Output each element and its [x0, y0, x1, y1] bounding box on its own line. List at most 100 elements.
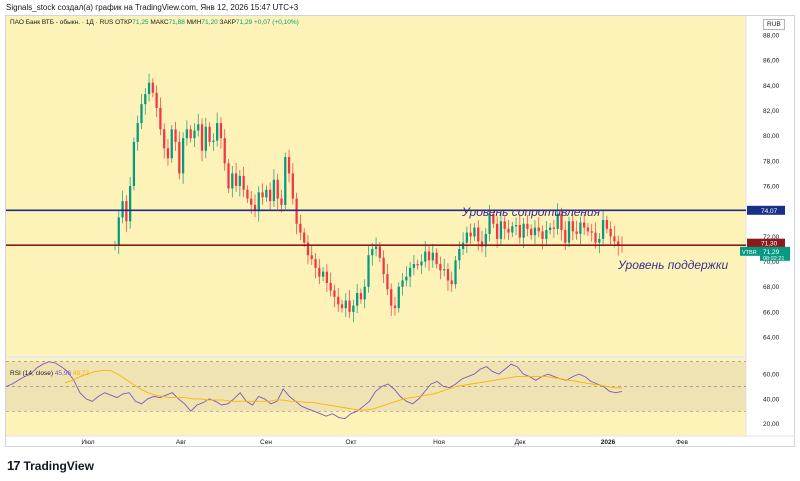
price-tick-label: 72,00: [763, 234, 780, 241]
resistance-price-tag: 74,07: [761, 208, 778, 215]
candle-body: [598, 238, 601, 243]
candle-body: [613, 236, 616, 242]
candle-body: [340, 304, 344, 309]
countdown-tag: 08:02:21: [763, 256, 784, 262]
high-value: 71,88: [168, 19, 185, 26]
candle-body: [393, 305, 397, 309]
main-pane-bg: [6, 16, 746, 356]
candle-body: [541, 231, 544, 239]
price-axis: 64,0066,0068,0070,0072,0074,0076,0078,00…: [763, 32, 780, 341]
support-price-tag: 71,30: [761, 241, 778, 248]
candle-body: [356, 293, 359, 306]
price-tick-label: 66,00: [763, 309, 780, 316]
candle-body: [253, 204, 257, 212]
resistance-annotation: Уровень сопротивления: [462, 205, 601, 219]
candle-body: [594, 232, 597, 243]
candle-body: [530, 228, 533, 236]
candle-body: [170, 129, 173, 159]
last-price-tag-bg: [760, 246, 790, 261]
last-price-tag: 71,29: [763, 249, 780, 256]
open-label: ОТКР: [115, 19, 133, 26]
candle-body: [499, 221, 503, 239]
price-tick-label: 88,00: [763, 32, 780, 39]
candle-body: [303, 232, 306, 243]
tradingview-brand[interactable]: 17 TradingView: [7, 458, 94, 473]
close-value: 71,29: [235, 19, 253, 26]
time-tick-label: 2026: [601, 439, 616, 446]
candle-body: [144, 94, 147, 105]
candle-body: [408, 267, 412, 277]
candle-body: [480, 241, 484, 247]
rsi-legend[interactable]: RSI (14, close) 45,96 48,73: [10, 370, 89, 377]
candle-body: [223, 138, 226, 164]
candle-body: [287, 157, 291, 174]
candle-body: [552, 227, 556, 229]
candle-body: [181, 138, 185, 174]
candle-body: [325, 271, 329, 283]
candle-body: [424, 251, 427, 262]
candle-body: [503, 221, 506, 229]
price-tick-label: 78,00: [763, 158, 780, 165]
candle-body: [397, 286, 400, 309]
candle-body: [590, 231, 593, 233]
time-tick-label: Июл: [81, 439, 94, 446]
candle-body: [276, 179, 279, 199]
candle-body: [450, 280, 453, 285]
candle-body: [371, 248, 374, 256]
candle-body: [333, 290, 336, 297]
candle-body: [363, 286, 366, 300]
candle-body: [291, 173, 294, 199]
candle-body: [117, 217, 120, 246]
time-tick-label: Фев: [676, 439, 689, 446]
candle-body: [518, 225, 521, 238]
candle-body: [200, 124, 204, 151]
price-tick-label: 76,00: [763, 184, 780, 191]
candle-body: [537, 227, 540, 232]
candle-body: [136, 123, 139, 142]
rsi-ma-value: 48,73: [72, 370, 90, 377]
candle-body: [545, 230, 548, 239]
author-line: Signals_stock создал(а) график на Tradin…: [6, 3, 299, 12]
candle-body: [284, 157, 287, 205]
candle-body: [125, 201, 128, 222]
candle-body: [189, 129, 192, 139]
time-tick-label: Окт: [346, 439, 357, 446]
candle-body: [257, 192, 260, 212]
candle-body: [367, 255, 370, 287]
candle-body: [488, 213, 491, 234]
candle-body: [272, 179, 276, 202]
candle-body: [575, 231, 578, 234]
candle-body: [250, 198, 253, 205]
candle-body: [374, 246, 378, 249]
candle-body: [314, 259, 317, 268]
candle-body: [484, 233, 487, 247]
candle-body: [151, 82, 154, 93]
candle-body: [458, 248, 461, 261]
price-tick-label: 68,00: [763, 284, 780, 291]
candle-body: [382, 257, 385, 275]
candle-body: [405, 276, 408, 281]
candle-body: [583, 222, 586, 228]
candle-body: [329, 282, 332, 291]
candle-body: [216, 123, 219, 141]
candle-body: [246, 189, 249, 199]
candle-body: [427, 251, 431, 261]
chart-canvas[interactable]: 64,0066,0068,0070,0072,0074,0076,0078,00…: [5, 15, 795, 447]
rsi-tick-label: 20,00: [763, 421, 780, 428]
price-tick-label: 86,00: [763, 58, 780, 65]
candle-body: [477, 227, 480, 242]
candle-body: [128, 186, 132, 222]
open-value: 71,25: [132, 19, 149, 26]
ticker-tag: VTBR: [742, 250, 757, 256]
candle-body: [140, 104, 143, 124]
candle-body: [443, 269, 446, 271]
support-annotation: Уровень поддержки: [618, 258, 729, 272]
candle-body: [268, 189, 272, 202]
currency-badge[interactable]: RUB: [763, 19, 785, 30]
candle-body: [446, 269, 450, 281]
candle-body: [378, 246, 381, 258]
candle-body: [204, 126, 207, 151]
price-tick-label: 80,00: [763, 133, 780, 140]
change-value: +0,07 (+0,10%): [254, 19, 299, 26]
symbol-legend[interactable]: ПАО Банк ВТБ - обыкн. · 1Д · RUS ОТКР71,…: [10, 19, 299, 26]
